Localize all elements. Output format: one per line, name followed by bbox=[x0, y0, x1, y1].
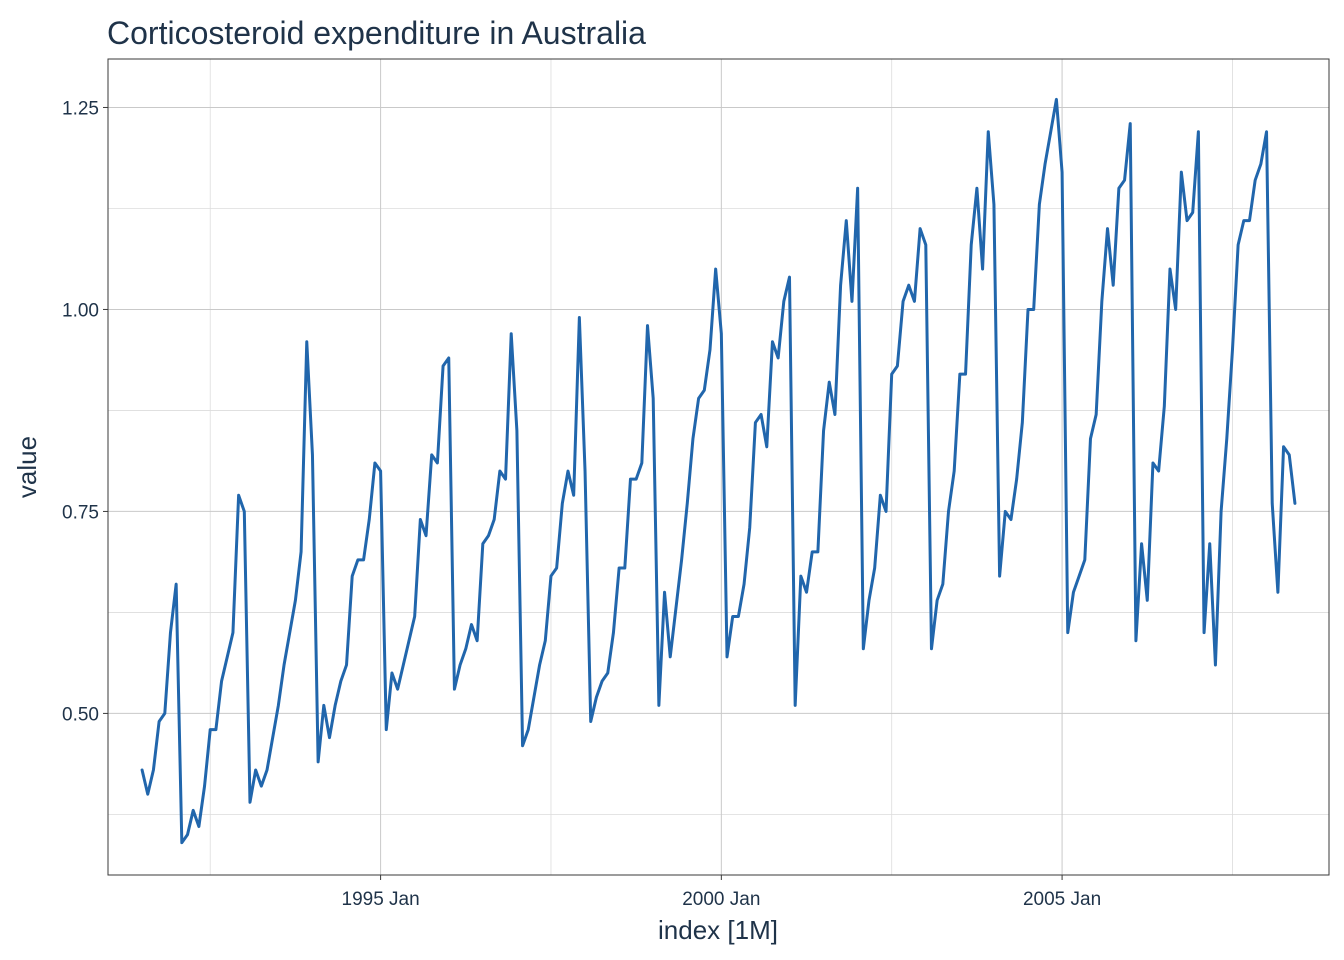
x-tick-label: 2000 Jan bbox=[682, 889, 760, 910]
y-tick-label: 0.75 bbox=[62, 502, 99, 523]
x-tick-label: 2005 Jan bbox=[1023, 889, 1101, 910]
x-axis-ticks: 1995 Jan 2000 Jan 2005 Jan bbox=[342, 875, 1101, 910]
chart-title: Corticosteroid expenditure in Australia bbox=[107, 15, 646, 51]
grid-lines bbox=[108, 59, 1329, 875]
x-axis-title: index [1M] bbox=[658, 915, 778, 945]
series-line bbox=[140, 97, 1297, 845]
series-layer bbox=[140, 97, 1297, 845]
plot-panel-border bbox=[107, 58, 1330, 876]
y-axis-ticks: 0.50 0.75 1.00 1.25 bbox=[62, 98, 108, 725]
x-tick-label: 1995 Jan bbox=[342, 889, 420, 910]
y-tick-label: 0.50 bbox=[62, 704, 99, 725]
y-axis-title: value bbox=[12, 436, 42, 498]
y-tick-label: 1.00 bbox=[62, 300, 99, 321]
y-tick-label: 1.25 bbox=[62, 98, 99, 119]
